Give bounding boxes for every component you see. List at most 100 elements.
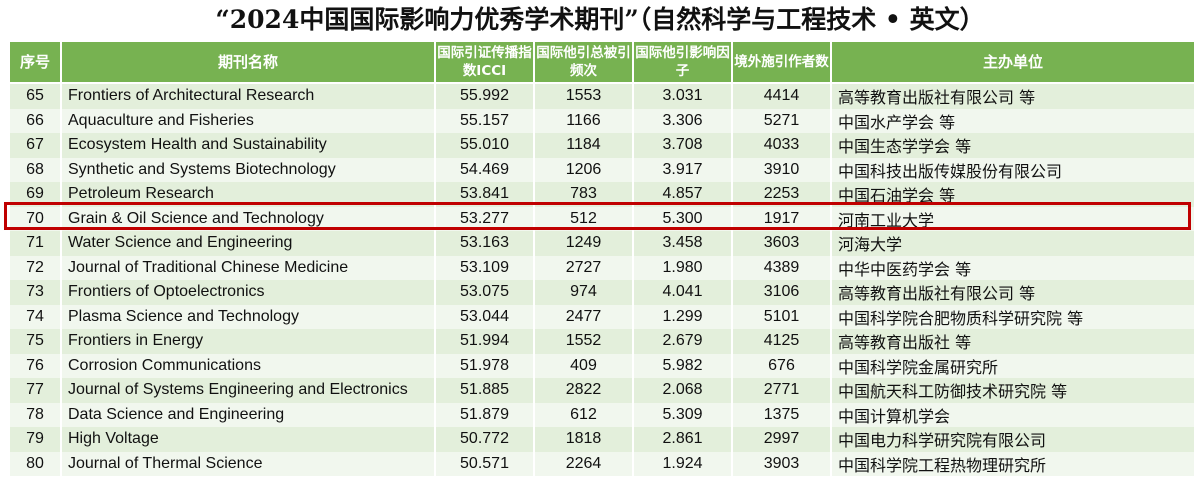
icci-cell: 50.772 bbox=[434, 427, 535, 452]
icci-cell: 51.885 bbox=[434, 378, 535, 403]
journal-name-cell: Plasma Science and Technology bbox=[60, 304, 436, 329]
table-body: 65 Frontiers of Architectural Research 55.… bbox=[8, 83, 1196, 476]
impact-factor-cell: 5.300 bbox=[632, 206, 733, 231]
journal-name-cell: Frontiers of Architectural Research bbox=[60, 83, 436, 109]
header-journal-name: 期刊名称 bbox=[60, 40, 436, 84]
sponsor-cell: 中国科学院合肥物质科学研究院 等 bbox=[830, 304, 1196, 329]
rank-cell: 73 bbox=[8, 280, 62, 305]
table-row: 73 Frontiers of Optoelectronics 53.075 974 4… bbox=[8, 280, 1196, 305]
journal-table: 序号 期刊名称 国际引证传播指数ICCI 国际他引总被引频次 国际他引影响因子 … bbox=[8, 40, 1196, 476]
impact-factor-cell: 5.309 bbox=[632, 402, 733, 427]
icci-cell: 54.469 bbox=[434, 157, 535, 182]
sponsor-cell: 中国科技出版传媒股份有限公司 bbox=[830, 157, 1196, 182]
rank-cell: 80 bbox=[8, 451, 62, 476]
table-row: 76 Corrosion Communications 51.978 409 5.982… bbox=[8, 353, 1196, 378]
sponsor-cell: 中国石油学会 等 bbox=[830, 182, 1196, 207]
rank-cell: 76 bbox=[8, 353, 62, 378]
journal-name-cell: High Voltage bbox=[60, 427, 436, 452]
rank-cell: 72 bbox=[8, 255, 62, 280]
total-citations-cell: 2477 bbox=[533, 304, 634, 329]
header-impact-factor: 国际他引影响因子 bbox=[632, 40, 733, 84]
icci-cell: 51.879 bbox=[434, 402, 535, 427]
table-row: 79 High Voltage 50.772 1818 2.861 2997 中国电力科学研… bbox=[8, 427, 1196, 452]
icci-cell: 55.992 bbox=[434, 83, 535, 109]
sponsor-cell: 高等教育出版社有限公司 等 bbox=[830, 83, 1196, 109]
overseas-authors-cell: 676 bbox=[731, 353, 832, 378]
impact-factor-cell: 2.068 bbox=[632, 378, 733, 403]
journal-name-cell: Grain & Oil Science and Technology bbox=[60, 206, 436, 231]
overseas-authors-cell: 2771 bbox=[731, 378, 832, 403]
impact-factor-cell: 3.031 bbox=[632, 83, 733, 109]
total-citations-cell: 1553 bbox=[533, 83, 634, 109]
overseas-authors-cell: 3903 bbox=[731, 451, 832, 476]
rank-cell: 79 bbox=[8, 427, 62, 452]
total-citations-cell: 512 bbox=[533, 206, 634, 231]
table-row: 77 Journal of Systems Engineering and Ele… bbox=[8, 378, 1196, 403]
rank-cell: 74 bbox=[8, 304, 62, 329]
impact-factor-cell: 3.306 bbox=[632, 108, 733, 133]
impact-factor-cell: 1.299 bbox=[632, 304, 733, 329]
journal-name-cell: Aquaculture and Fisheries bbox=[60, 108, 436, 133]
table-row: 65 Frontiers of Architectural Research 55.… bbox=[8, 83, 1196, 109]
overseas-authors-cell: 4414 bbox=[731, 83, 832, 109]
icci-cell: 53.109 bbox=[434, 255, 535, 280]
impact-factor-cell: 4.041 bbox=[632, 280, 733, 305]
overseas-authors-cell: 4033 bbox=[731, 133, 832, 158]
overseas-authors-cell: 1917 bbox=[731, 206, 832, 231]
overseas-authors-cell: 5271 bbox=[731, 108, 832, 133]
total-citations-cell: 2822 bbox=[533, 378, 634, 403]
header-rank: 序号 bbox=[8, 40, 62, 84]
sponsor-cell: 中国科学院金属研究所 bbox=[830, 353, 1196, 378]
total-citations-cell: 783 bbox=[533, 182, 634, 207]
table-row: 80 Journal of Thermal Science 50.571 2264 1.… bbox=[8, 451, 1196, 476]
sponsor-cell: 中国科学院工程热物理研究所 bbox=[830, 451, 1196, 476]
total-citations-cell: 1184 bbox=[533, 133, 634, 158]
sponsor-cell: 中国电力科学研究院有限公司 bbox=[830, 427, 1196, 452]
journal-name-cell: Petroleum Research bbox=[60, 182, 436, 207]
impact-factor-cell: 3.917 bbox=[632, 157, 733, 182]
rank-cell: 68 bbox=[8, 157, 62, 182]
sponsor-cell: 高等教育出版社 等 bbox=[830, 329, 1196, 354]
table-row: 66 Aquaculture and Fisheries 55.157 1166 3.3… bbox=[8, 108, 1196, 133]
impact-factor-cell: 2.861 bbox=[632, 427, 733, 452]
overseas-authors-cell: 2253 bbox=[731, 182, 832, 207]
sponsor-cell: 中国航天科工防御技术研究院 等 bbox=[830, 378, 1196, 403]
sponsor-cell: 中国计算机学会 bbox=[830, 402, 1196, 427]
total-citations-cell: 2727 bbox=[533, 255, 634, 280]
icci-cell: 53.044 bbox=[434, 304, 535, 329]
total-citations-cell: 1166 bbox=[533, 108, 634, 133]
impact-factor-cell: 3.458 bbox=[632, 231, 733, 256]
journal-name-cell: Corrosion Communications bbox=[60, 353, 436, 378]
overseas-authors-cell: 3106 bbox=[731, 280, 832, 305]
journal-name-cell: Ecosystem Health and Sustainability bbox=[60, 133, 436, 158]
icci-cell: 55.010 bbox=[434, 133, 535, 158]
icci-cell: 53.277 bbox=[434, 206, 535, 231]
overseas-authors-cell: 1375 bbox=[731, 402, 832, 427]
table-row: 72 Journal of Traditional Chinese Medicin… bbox=[8, 255, 1196, 280]
table-row: 70 Grain & Oil Science and Technology 53.2… bbox=[8, 206, 1196, 231]
total-citations-cell: 974 bbox=[533, 280, 634, 305]
icci-cell: 53.163 bbox=[434, 231, 535, 256]
impact-factor-cell: 2.679 bbox=[632, 329, 733, 354]
header-sponsor: 主办单位 bbox=[830, 40, 1196, 84]
overseas-authors-cell: 2997 bbox=[731, 427, 832, 452]
sponsor-cell: 河海大学 bbox=[830, 231, 1196, 256]
header-icci: 国际引证传播指数ICCI bbox=[434, 40, 535, 84]
table-header-row: 序号 期刊名称 国际引证传播指数ICCI 国际他引总被引频次 国际他引影响因子 … bbox=[8, 40, 1196, 84]
page-title: “2024中国国际影响力优秀学术期刊”（自然科学与工程技术 • 英文） bbox=[215, 5, 985, 34]
table-row: 74 Plasma Science and Technology 53.044 247… bbox=[8, 304, 1196, 329]
total-citations-cell: 1818 bbox=[533, 427, 634, 452]
table-row: 68 Synthetic and Systems Biotechnology 54.… bbox=[8, 157, 1196, 182]
journal-name-cell: Water Science and Engineering bbox=[60, 231, 436, 256]
total-citations-cell: 409 bbox=[533, 353, 634, 378]
rank-cell: 69 bbox=[8, 182, 62, 207]
impact-factor-cell: 1.980 bbox=[632, 255, 733, 280]
total-citations-cell: 1249 bbox=[533, 231, 634, 256]
sponsor-cell: 高等教育出版社有限公司 等 bbox=[830, 280, 1196, 305]
icci-cell: 55.157 bbox=[434, 108, 535, 133]
overseas-authors-cell: 4125 bbox=[731, 329, 832, 354]
sponsor-cell: 中国生态学学会 等 bbox=[830, 133, 1196, 158]
journal-name-cell: Journal of Traditional Chinese Medicine bbox=[60, 255, 436, 280]
icci-cell: 53.075 bbox=[434, 280, 535, 305]
total-citations-cell: 2264 bbox=[533, 451, 634, 476]
